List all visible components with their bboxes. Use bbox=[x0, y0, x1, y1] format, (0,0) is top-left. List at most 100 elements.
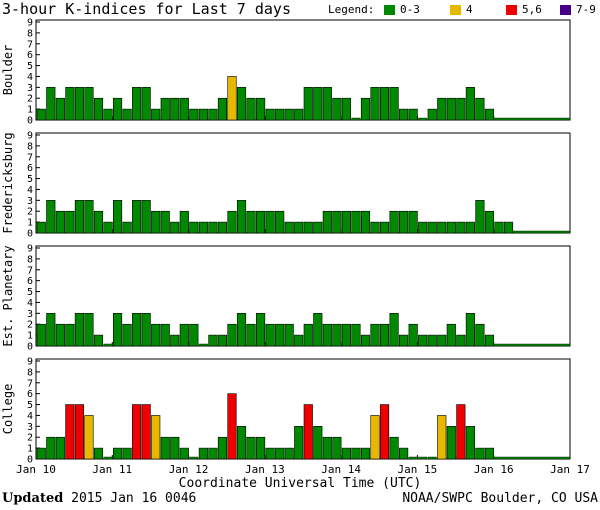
k-index-empty-bar bbox=[493, 456, 571, 460]
k-index-bar bbox=[189, 221, 199, 234]
y-tick-label: 4 bbox=[27, 411, 33, 422]
k-index-bar bbox=[484, 108, 495, 121]
k-index-bar bbox=[389, 313, 399, 347]
y-tick-label: 7 bbox=[27, 152, 33, 163]
k-index-bar bbox=[198, 108, 208, 121]
k-index-bar bbox=[217, 221, 228, 234]
y-tick-label: 4 bbox=[27, 72, 33, 83]
k-index-bar bbox=[313, 426, 323, 460]
k-index-bar bbox=[122, 323, 132, 347]
k-index-bar bbox=[151, 323, 161, 347]
k-index-bar bbox=[103, 221, 113, 234]
source-credit: NOAA/SWPC Boulder, CO USA bbox=[402, 491, 598, 506]
k-index-bar bbox=[313, 221, 323, 234]
k-index-bar bbox=[332, 323, 342, 347]
updated-stamp: Updated 2015 Jan 16 0046 bbox=[2, 491, 196, 506]
k-index-bar bbox=[284, 447, 294, 460]
y-tick-label: 2 bbox=[27, 207, 33, 218]
chart-title: 3-hour K-indices for Last 7 days bbox=[2, 0, 291, 18]
k-index-bar bbox=[351, 117, 361, 121]
y-tick-label: 7 bbox=[27, 378, 33, 389]
k-index-bar bbox=[360, 97, 371, 121]
k-index-bar bbox=[246, 210, 256, 234]
x-tick-label: Jan 10 bbox=[16, 463, 56, 476]
k-index-bar bbox=[170, 436, 180, 460]
k-index-bar bbox=[446, 323, 456, 347]
k-index-bar bbox=[265, 108, 275, 121]
k-index-bar bbox=[179, 97, 189, 121]
k-index-bar bbox=[379, 87, 390, 121]
k-index-bar bbox=[160, 210, 170, 234]
k-index-bar bbox=[236, 313, 247, 347]
k-index-bar bbox=[313, 313, 323, 347]
k-index-bar bbox=[437, 221, 447, 234]
k-index-bar bbox=[246, 323, 256, 347]
updated-label: Updated bbox=[2, 491, 64, 506]
k-index-bar bbox=[275, 323, 285, 347]
k-index-bar bbox=[465, 221, 475, 234]
k-index-bar bbox=[112, 313, 123, 347]
k-index-bar bbox=[341, 97, 351, 121]
k-index-bar bbox=[370, 87, 380, 121]
k-index-bar bbox=[427, 108, 437, 121]
y-tick-label: 6 bbox=[27, 50, 33, 61]
k-index-bar bbox=[208, 221, 218, 234]
k-index-bar bbox=[275, 210, 285, 234]
k-index-bar bbox=[93, 334, 104, 347]
x-tick-label: Jan 16 bbox=[474, 463, 514, 476]
k-index-bar bbox=[360, 447, 371, 460]
k-index-bar bbox=[294, 426, 304, 460]
k-index-bar bbox=[465, 426, 475, 460]
k-index-bar bbox=[84, 415, 94, 460]
k-index-bar bbox=[256, 97, 266, 121]
k-index-bar bbox=[256, 436, 266, 460]
k-index-bar bbox=[341, 323, 351, 347]
k-index-bar bbox=[456, 97, 466, 121]
k-index-bar bbox=[351, 447, 361, 460]
k-index-bar bbox=[112, 200, 123, 234]
x-axis-title: Coordinate Universal Time (UTC) bbox=[178, 476, 422, 491]
k-index-bar bbox=[484, 210, 495, 234]
k-index-bar bbox=[437, 97, 447, 121]
k-index-bar bbox=[246, 97, 256, 121]
y-tick-label: 0 bbox=[27, 116, 33, 127]
legend-swatch-0-3 bbox=[384, 5, 395, 15]
x-tick-label: Jan 14 bbox=[321, 463, 361, 476]
station-label: Boulder bbox=[1, 45, 15, 96]
k-index-bar bbox=[36, 108, 46, 121]
k-index-bar bbox=[46, 87, 56, 121]
k-index-bar bbox=[465, 87, 475, 121]
k-index-bar bbox=[103, 108, 113, 121]
x-tick-label: Jan 13 bbox=[245, 463, 285, 476]
k-index-bar bbox=[475, 447, 485, 460]
k-index-bar bbox=[36, 323, 46, 347]
k-index-bar bbox=[408, 210, 418, 234]
k-index-bar bbox=[160, 97, 170, 121]
k-index-bar bbox=[456, 404, 466, 460]
station-label: Est. Planetary bbox=[1, 245, 15, 346]
k-index-bar bbox=[294, 108, 304, 121]
k-index-bar bbox=[189, 108, 199, 121]
k-index-bar bbox=[84, 87, 94, 121]
k-index-bar bbox=[36, 221, 46, 234]
y-tick-label: 9 bbox=[27, 18, 33, 29]
k-index-bar bbox=[141, 404, 151, 460]
k-index-bar bbox=[265, 210, 275, 234]
k-index-empty-bar bbox=[493, 117, 571, 121]
y-tick-label: 5 bbox=[27, 287, 33, 298]
k-index-bar bbox=[389, 210, 399, 234]
k-index-bar bbox=[217, 97, 228, 121]
k-index-bar bbox=[456, 334, 466, 347]
k-index-bar bbox=[74, 313, 84, 347]
k-index-bar bbox=[189, 323, 199, 347]
y-tick-label: 7 bbox=[27, 265, 33, 276]
k-index-bar bbox=[322, 210, 332, 234]
k-index-bar bbox=[303, 221, 313, 234]
y-tick-label: 1 bbox=[27, 444, 33, 455]
k-index-bar bbox=[408, 456, 418, 460]
k-index-bar bbox=[313, 87, 323, 121]
k-index-bar bbox=[418, 456, 428, 460]
k-index-bar bbox=[446, 97, 456, 121]
k-index-bar bbox=[46, 436, 56, 460]
